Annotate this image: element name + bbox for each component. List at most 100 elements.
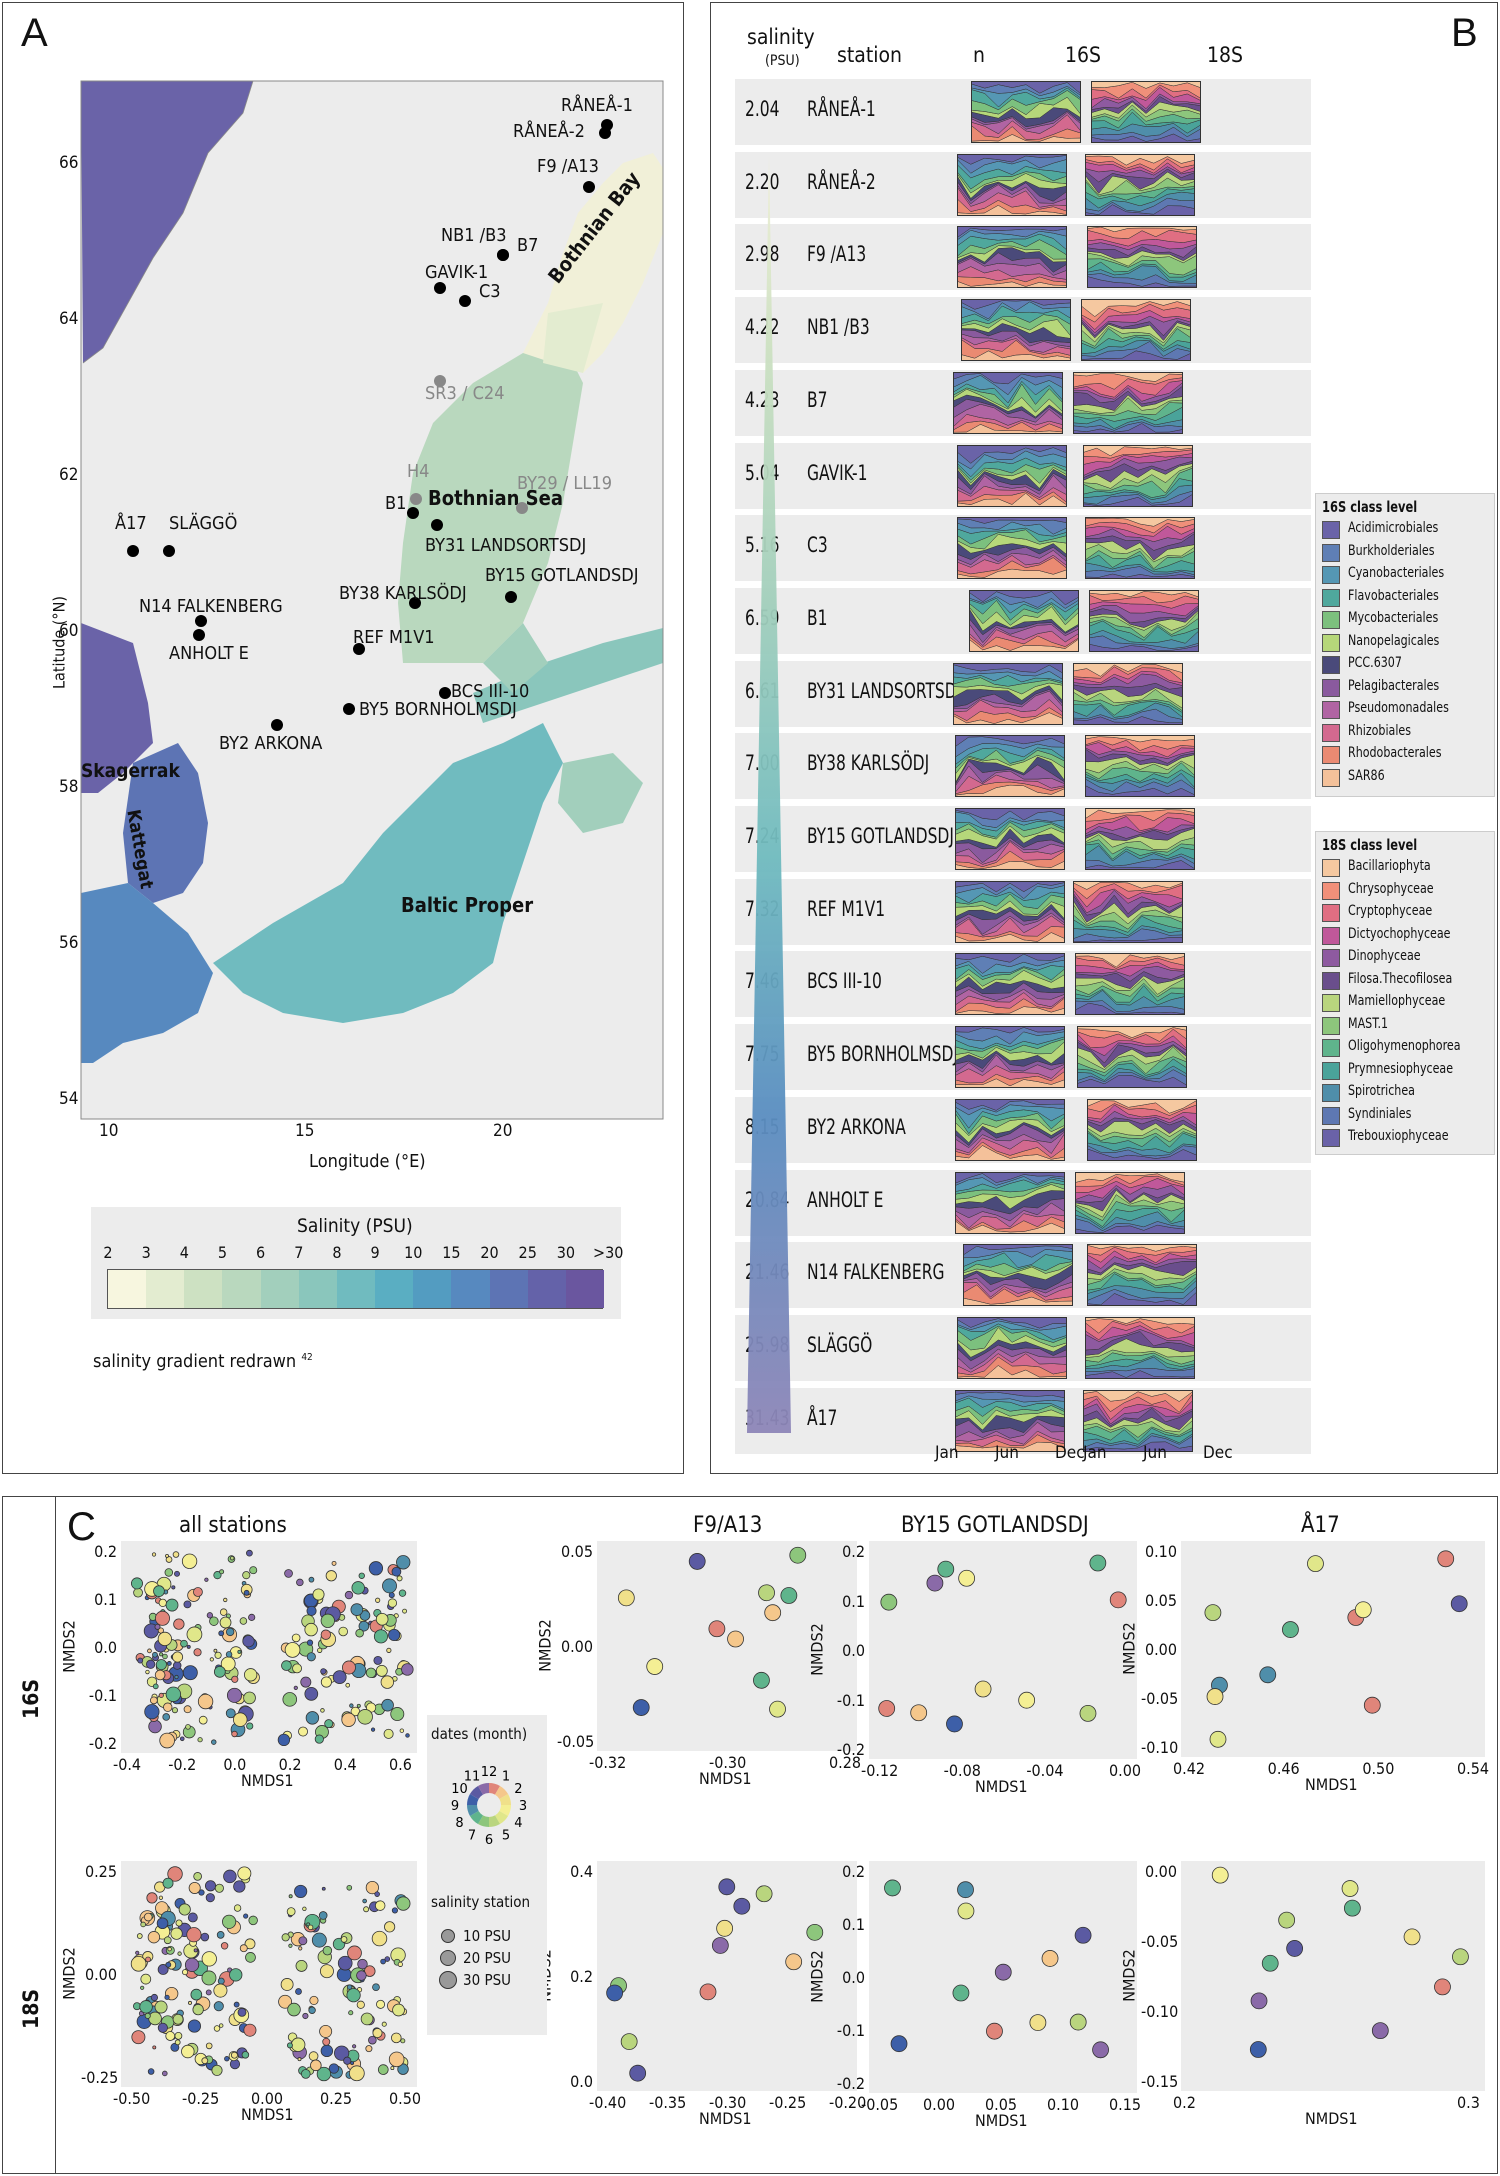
station-marker[interactable] xyxy=(195,615,207,627)
nmds-point xyxy=(320,1676,332,1688)
nmds-point xyxy=(1343,1899,1361,1917)
station-label: F9 /A13 xyxy=(537,156,599,177)
nmds-ytick: -0.05 xyxy=(1141,1932,1179,1951)
station-marker[interactable] xyxy=(410,493,422,505)
nmds-ytick: 0.10 xyxy=(1144,1542,1177,1561)
station-marker[interactable] xyxy=(459,295,471,307)
nmds-point xyxy=(322,1945,333,1956)
station-marker[interactable] xyxy=(439,687,451,699)
stream-layer xyxy=(1085,1316,1195,1325)
nmds-point xyxy=(365,1667,377,1679)
nmds-point xyxy=(293,1685,298,1690)
nmds-point xyxy=(277,1733,291,1747)
station-marker[interactable] xyxy=(409,597,421,609)
station-marker[interactable] xyxy=(505,591,517,603)
nmds-point xyxy=(192,2003,204,2016)
title-all-stations: all stations xyxy=(179,1513,287,1538)
nmds-point xyxy=(958,1569,976,1587)
row-salinity: 2.20 xyxy=(745,169,780,194)
nmds-point xyxy=(248,1613,256,1621)
station-marker[interactable] xyxy=(407,507,419,519)
station-marker[interactable] xyxy=(516,502,528,514)
station-marker[interactable] xyxy=(343,703,355,715)
station-label: H4 xyxy=(407,461,430,482)
nmds-point xyxy=(360,2012,374,2026)
nmds-point xyxy=(232,1712,248,1727)
legend-swatch xyxy=(1322,768,1340,787)
nmds-point xyxy=(218,1630,225,1637)
nmds-point xyxy=(358,1572,365,1579)
nmds-point xyxy=(158,1598,167,1608)
row-station: BY38 KARLSÖDJ xyxy=(807,751,930,776)
nmds-xtick: 0.46 xyxy=(1267,1759,1300,1778)
colorbar-tick: 10 xyxy=(404,1243,423,1262)
station-marker[interactable] xyxy=(127,545,139,557)
nmds-xtick: 0.6 xyxy=(389,1755,412,1774)
nmds-point xyxy=(158,1692,164,1698)
nmds-point xyxy=(769,1700,786,1718)
station-marker[interactable] xyxy=(193,629,205,641)
station-marker[interactable] xyxy=(353,643,365,655)
stream-layer xyxy=(955,953,1065,963)
nmds-point xyxy=(1204,1604,1222,1622)
stream-layer xyxy=(955,1389,1065,1398)
legend-swatch xyxy=(1322,859,1340,877)
nmds-point xyxy=(197,1693,214,1710)
station-marker[interactable] xyxy=(497,249,509,261)
nmds-point xyxy=(167,1946,172,1952)
row-station: N14 FALKENBERG xyxy=(807,1260,945,1285)
nmds-point xyxy=(382,1578,397,1594)
nmds-point xyxy=(926,1574,944,1592)
stream-16s xyxy=(957,517,1067,580)
wheel-segment xyxy=(499,1794,511,1805)
header-station: station xyxy=(837,43,903,67)
nmds-point xyxy=(373,1655,383,1665)
nmds-point xyxy=(298,1936,308,1946)
nmds-point xyxy=(806,1923,824,1941)
nmds-xtick: 0.3 xyxy=(1457,2093,1480,2112)
station-marker[interactable] xyxy=(163,545,175,557)
stream-16s xyxy=(961,299,1071,362)
nmds-point xyxy=(143,1912,153,1922)
row-salinity: 4.22 xyxy=(745,315,780,340)
nmds-point xyxy=(233,1880,246,1893)
station-marker[interactable] xyxy=(599,127,611,139)
nmds-point xyxy=(153,1585,165,1597)
nmds-point xyxy=(172,2013,184,2025)
station-marker[interactable] xyxy=(271,719,283,731)
nmds-xtick: -0.25 xyxy=(769,2093,807,2112)
legend-label: Acidimicrobiales xyxy=(1348,520,1439,536)
nmds-point xyxy=(178,1903,191,1916)
nmds-point xyxy=(952,1984,970,2002)
stream-layer xyxy=(957,444,1067,464)
nmds-point xyxy=(186,1927,202,1943)
nmds-point xyxy=(319,1964,334,1979)
nmds-point xyxy=(190,1988,203,2001)
nmds-xtick: 0.00 xyxy=(923,2095,956,2114)
nmds-point xyxy=(154,1669,166,1681)
station-marker[interactable] xyxy=(431,519,443,531)
wheel-month-label: 1 xyxy=(502,1770,510,1785)
nmds-point xyxy=(295,1988,302,1995)
station-label: BY38 KARLSÖDJ xyxy=(339,583,467,604)
station-marker[interactable] xyxy=(434,282,446,294)
nmds-point xyxy=(152,1683,159,1690)
nmds-ytick: 0.0 xyxy=(842,1968,865,1987)
station-marker[interactable] xyxy=(434,375,446,387)
title-a17: Å17 xyxy=(1301,1513,1340,1538)
map-note-ref: 42 xyxy=(301,1352,313,1363)
nmds-ytick: -0.05 xyxy=(1141,1689,1179,1708)
legend-swatch xyxy=(1322,949,1340,967)
colorbar-segment xyxy=(336,1270,376,1308)
legend-label: Rhodobacterales xyxy=(1348,745,1442,761)
row-station: BCS III-10 xyxy=(807,969,882,994)
nmds-point xyxy=(324,1719,334,1729)
stream-18s xyxy=(1075,953,1185,1016)
stream-16s xyxy=(957,153,1067,216)
nmds-point xyxy=(148,2011,162,2026)
station-row: 6.61BY31 LANDSORTSDJ18 xyxy=(735,660,1311,727)
nmds-point xyxy=(309,1995,319,2005)
nmds-point xyxy=(237,1866,252,1881)
station-marker[interactable] xyxy=(583,181,595,193)
stream-18s xyxy=(1083,1389,1193,1452)
